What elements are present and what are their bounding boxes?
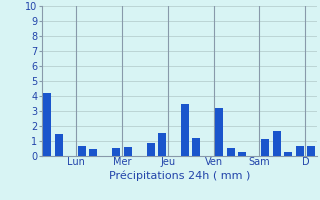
- Bar: [215, 108, 223, 156]
- Bar: [147, 143, 155, 156]
- Bar: [43, 93, 51, 156]
- Bar: [284, 152, 292, 156]
- Bar: [158, 133, 166, 156]
- Bar: [112, 148, 120, 156]
- Bar: [181, 104, 189, 156]
- Bar: [124, 147, 132, 156]
- X-axis label: Précipitations 24h ( mm ): Précipitations 24h ( mm ): [108, 170, 250, 181]
- Bar: [273, 131, 281, 156]
- Bar: [89, 148, 97, 156]
- Bar: [261, 139, 269, 156]
- Bar: [227, 148, 235, 156]
- Bar: [55, 134, 63, 156]
- Bar: [78, 146, 86, 156]
- Bar: [296, 146, 304, 156]
- Bar: [307, 146, 315, 156]
- Bar: [238, 152, 246, 156]
- Bar: [192, 138, 200, 156]
